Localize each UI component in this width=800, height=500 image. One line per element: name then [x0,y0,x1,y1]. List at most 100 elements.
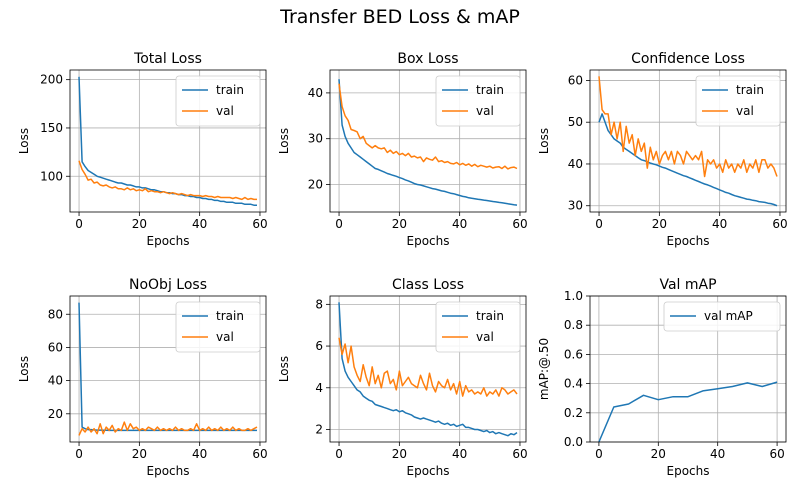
y-tick-label: 200 [40,73,63,87]
legend-box [435,301,521,353]
legend-label: val [216,330,234,344]
y-tick-label: 50 [568,115,583,129]
legend-label: val [476,104,494,118]
axes-frame [69,69,267,213]
y-tick-label: 60 [48,340,63,354]
series-line-val [338,337,518,397]
y-tick-label: 60 [568,73,583,87]
x-tick-label: 40 [710,447,725,461]
series-line-val [78,160,257,201]
y-tick-label: 20 [48,407,63,421]
subplot-title: Val mAP [659,277,716,293]
x-axis-label: Epochs [147,464,190,478]
axes-frame [69,295,267,443]
subplot-3: 0 20 40 60 30 40 50 60 Confidence Loss Epochs Loss… [537,51,788,248]
x-tick-label: 20 [392,217,407,231]
series-line-val [78,421,258,436]
y-axis-label: Loss [277,128,291,154]
y-axis-label: mAP:@.50 [537,338,551,400]
y-tick-label: 0.6 [564,347,583,361]
subplot-title: Confidence Loss [631,51,745,67]
series-line-train [338,79,518,206]
x-axis-label: Epochs [147,234,190,248]
legend: train val [175,301,261,353]
x-tick-label: 40 [452,447,467,461]
x-tick-label: 20 [651,447,666,461]
subplot-4: 0 20 40 60 20 40 60 80 NoObj Loss Epochs Loss train… [17,277,268,478]
x-tick-label: 60 [252,217,267,231]
y-axis-label: Loss [277,356,291,382]
y-tick-label: 150 [40,121,63,135]
x-tick-label: 20 [132,447,147,461]
y-tick-label: 4 [315,381,323,395]
subplot-title: Class Loss [392,277,464,293]
axes-frame [589,69,787,213]
x-tick-label: 40 [452,217,467,231]
subplot-5: 0 20 40 60 2 4 6 8 Class Loss Epochs Loss train val [277,277,528,478]
y-axis-label: Loss [17,356,31,382]
y-tick-label: 40 [568,157,583,171]
x-tick-label: 60 [252,447,267,461]
x-tick-label: 0 [75,217,83,231]
legend-label: val [476,330,494,344]
x-tick-label: 0 [595,217,603,231]
series-line-train [598,113,778,207]
x-tick-label: 40 [712,217,727,231]
y-tick-label: 0.8 [564,318,583,332]
x-tick-label: 60 [512,217,527,231]
legend-box [435,75,521,127]
y-tick-label: 2 [315,422,323,436]
legend-label: train [476,309,504,323]
legend: train val [695,75,781,127]
x-axis-label: Epochs [667,464,710,478]
subplot-title: Box Loss [397,51,458,67]
subplot-6: 0 20 40 60 0.0 0.2 0.4 0.6 0.8 1.0 Val mAP Epochs mA… [537,277,787,478]
y-tick-label: 0.4 [564,377,583,391]
x-tick-label: 60 [512,447,527,461]
legend-box [175,301,261,353]
legend: train val [435,301,521,353]
x-tick-label: 40 [192,217,207,231]
y-axis-label: Loss [537,128,551,154]
axes-frame [589,295,787,443]
legend-label: val [216,104,234,118]
x-tick-label: 0 [595,447,603,461]
y-tick-label: 6 [315,339,323,353]
subplot-title: NoObj Loss [129,277,207,293]
y-tick-label: 0.2 [564,406,583,420]
legend-label: train [476,83,504,97]
legend-label: train [736,83,764,97]
y-tick-label: 0.0 [564,435,583,449]
x-tick-label: 0 [75,447,83,461]
legend: val mAP [663,301,781,332]
legend-box [663,301,781,332]
axes-frame [329,295,527,443]
subplot-title: Total Loss [133,51,202,67]
x-tick-label: 0 [335,447,343,461]
x-axis-label: Epochs [667,234,710,248]
x-tick-label: 40 [192,447,207,461]
series-line-train [338,302,518,437]
legend-label: val mAP [704,309,753,323]
series-line-val [338,83,518,170]
legend: train val [175,75,261,127]
legend-label: train [216,83,244,97]
x-tick-label: 0 [335,217,343,231]
legend: train val [435,75,521,127]
series-line-val [598,76,778,178]
series-line-val-mAP [598,381,778,442]
y-tick-label: 40 [48,374,63,388]
y-axis-label: Loss [17,128,31,154]
axes-frame [329,69,527,213]
y-tick-label: 80 [48,307,63,321]
x-axis-label: Epochs [407,464,450,478]
y-tick-label: 30 [568,199,583,213]
legend-label: val [736,104,754,118]
y-tick-label: 20 [308,178,323,192]
y-tick-label: 8 [315,297,323,311]
y-tick-label: 30 [308,132,323,146]
legend-box [175,75,261,127]
y-tick-label: 1.0 [564,289,583,303]
x-tick-label: 60 [772,217,787,231]
